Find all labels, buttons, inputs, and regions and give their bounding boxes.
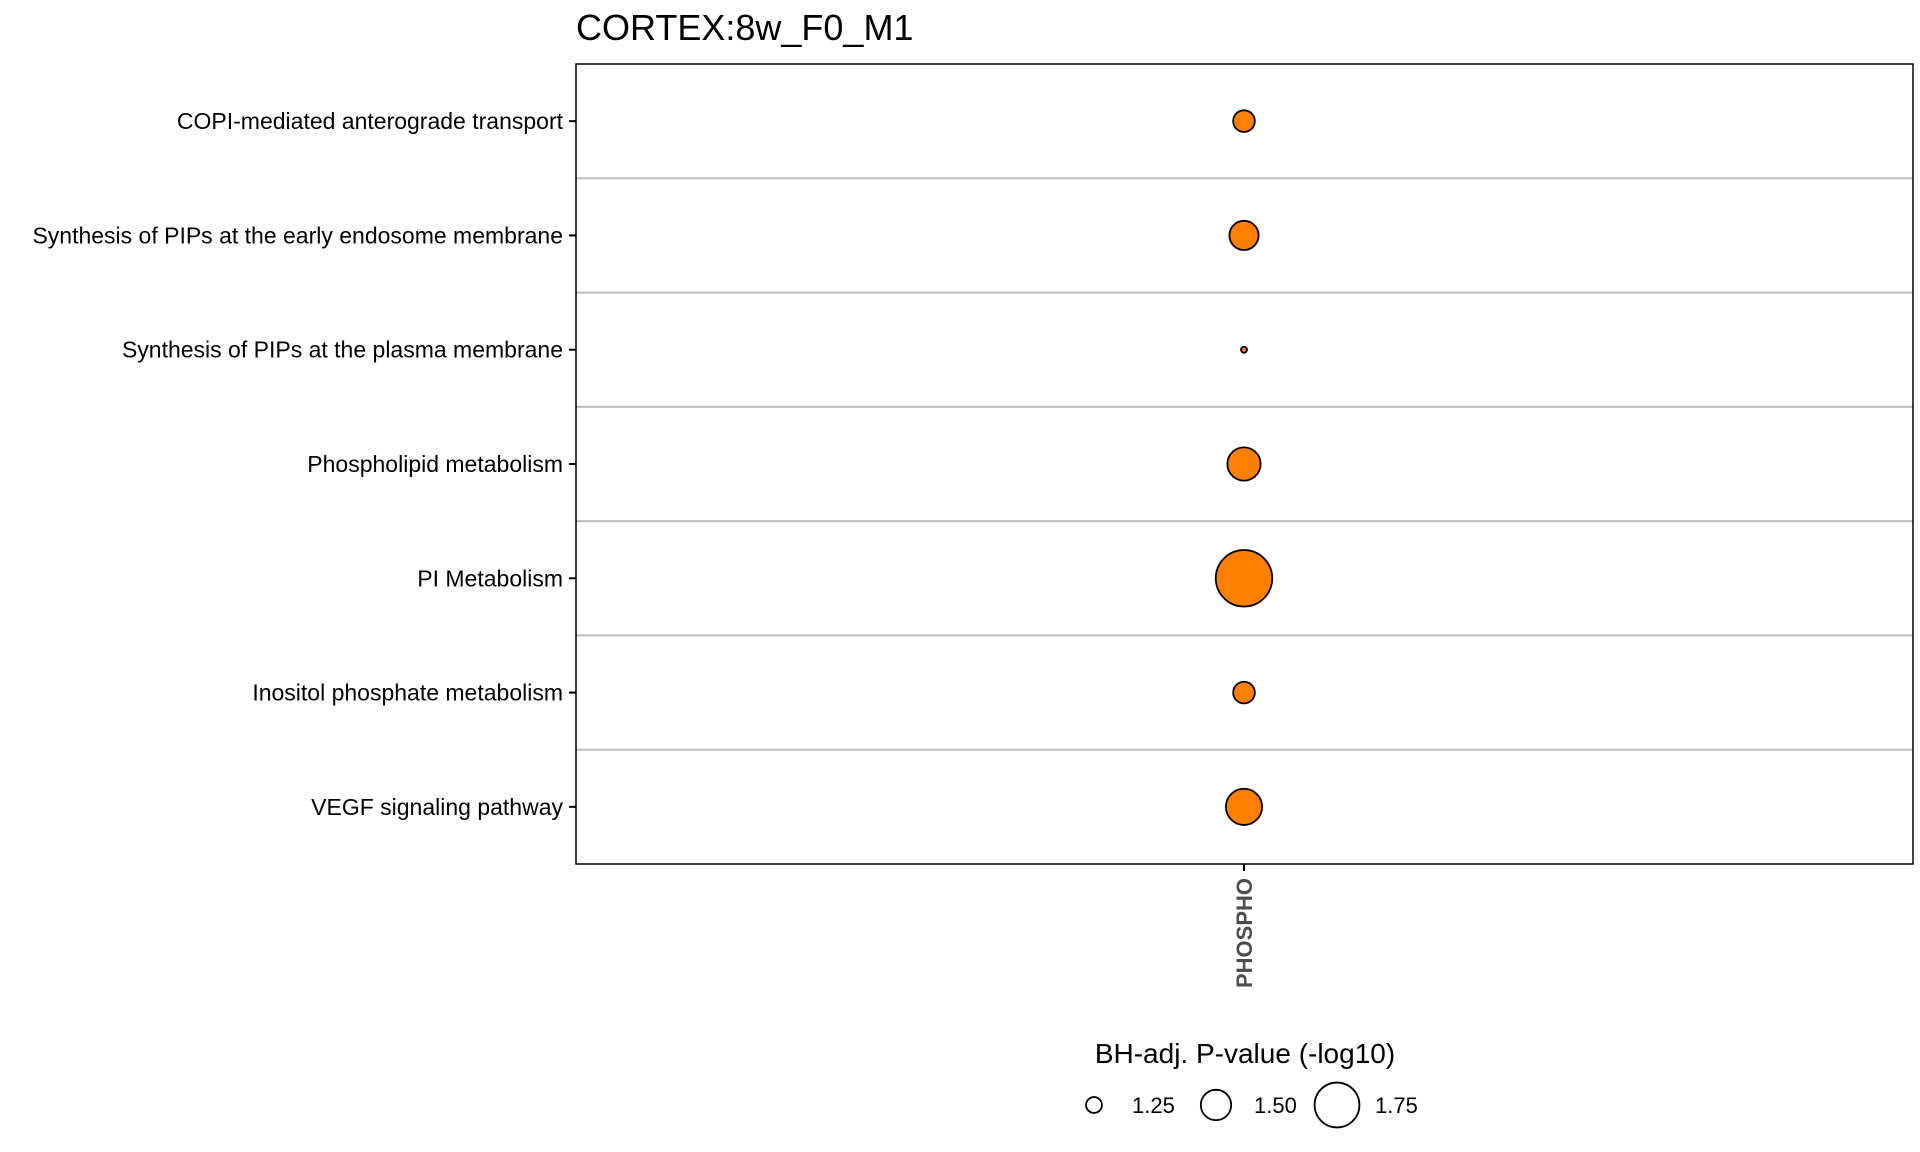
legend-label: 1.75 (1375, 1093, 1418, 1118)
legend-key (1313, 1081, 1361, 1129)
data-point (1226, 446, 1262, 482)
row-separators (576, 177, 1913, 751)
data-point (1232, 680, 1256, 705)
data-point (1232, 109, 1256, 133)
legend-key (1085, 1096, 1103, 1114)
points (1214, 109, 1274, 826)
y-tick-label: VEGF signaling pathway (311, 794, 563, 820)
y-tick-label: Synthesis of PIPs at the plasma membrane (122, 337, 563, 363)
y-tick-label: PI Metabolism (417, 565, 563, 591)
y-tick-label: COPI-mediated anterograde transport (177, 108, 564, 134)
data-point (1225, 787, 1263, 826)
y-tick-label: Inositol phosphate metabolism (252, 680, 563, 706)
x-tick-label: PHOSPHO (1232, 878, 1257, 988)
y-tick-label: Synthesis of PIPs at the early endosome … (32, 222, 563, 248)
data-point (1240, 345, 1248, 354)
legend: 1.25 1.50 1.75 (1085, 1081, 1418, 1129)
y-axis: COPI-mediated anterograde transport Synth… (32, 108, 576, 820)
data-point (1228, 219, 1260, 251)
chart-title: CORTEX:8w_F0_M1 (576, 7, 913, 48)
legend-title: BH-adj. P-value (-log10) (1095, 1038, 1395, 1069)
data-point (1214, 549, 1274, 608)
x-axis: PHOSPHO (1232, 864, 1257, 988)
legend-key (1199, 1088, 1233, 1122)
legend-label: 1.25 (1132, 1093, 1175, 1118)
legend-label: 1.50 (1254, 1093, 1297, 1118)
y-tick-label: Phospholipid metabolism (307, 451, 563, 477)
